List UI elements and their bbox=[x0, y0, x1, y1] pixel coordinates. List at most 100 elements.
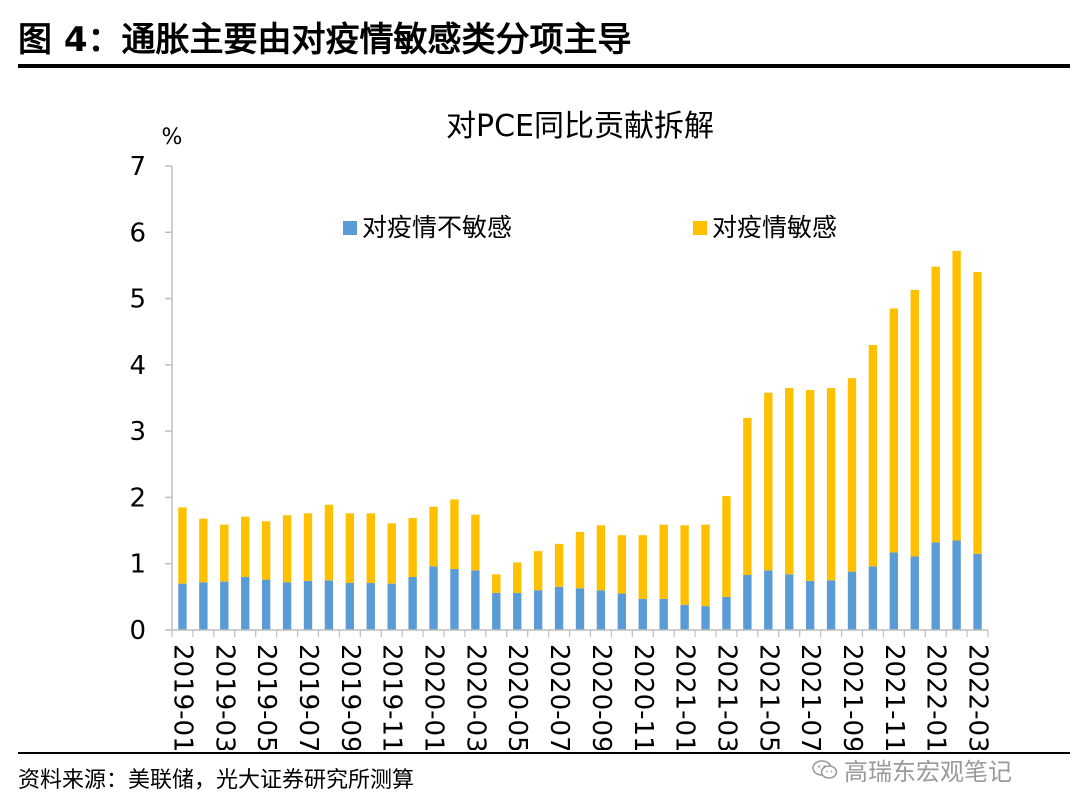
bar-insensitive bbox=[659, 598, 668, 630]
bar-insensitive bbox=[387, 583, 396, 630]
bar-insensitive bbox=[345, 582, 355, 630]
bar-sensitive bbox=[826, 388, 836, 581]
bar-insensitive bbox=[805, 580, 815, 630]
bar-sensitive bbox=[303, 513, 313, 581]
x-tick-label: 2020-09 bbox=[586, 644, 616, 750]
x-tick-label: 2021-07 bbox=[795, 644, 825, 750]
bar-sensitive bbox=[764, 392, 773, 571]
legend-swatch-insensitive bbox=[343, 221, 357, 235]
legend-label-sensitive: 对疫情敏感 bbox=[712, 213, 837, 242]
bar-insensitive bbox=[408, 576, 417, 630]
bar-insensitive bbox=[303, 580, 313, 630]
y-axis: 0 1 2 3 4 5 6 7 bbox=[129, 152, 173, 646]
bar-sensitive bbox=[471, 514, 480, 571]
x-tick-label: 2021-11 bbox=[879, 644, 909, 750]
y-tick-label: 2 bbox=[129, 483, 146, 513]
source-note: 资料来源：美联储，光大证券研究所测算 bbox=[18, 768, 415, 793]
bar-sensitive bbox=[387, 523, 396, 584]
bar-sensitive bbox=[408, 517, 417, 577]
bar-insensitive bbox=[199, 582, 208, 630]
x-tick-label: 2022-03 bbox=[963, 644, 993, 750]
x-tick-label: 2021-09 bbox=[837, 644, 867, 750]
bar-sensitive bbox=[743, 417, 752, 575]
x-tick-label: 2019-07 bbox=[293, 644, 323, 750]
bar-insensitive bbox=[952, 540, 961, 630]
bar-sensitive bbox=[220, 524, 229, 582]
bar-sensitive bbox=[785, 388, 794, 575]
bar-insensitive bbox=[743, 574, 752, 630]
bar-insensitive bbox=[241, 576, 250, 630]
bar-insensitive bbox=[701, 606, 710, 630]
bar-sensitive bbox=[513, 562, 522, 593]
bar-insensitive bbox=[513, 592, 522, 630]
bar-sensitive bbox=[554, 543, 564, 587]
bar-insensitive bbox=[596, 590, 606, 630]
bar-sensitive bbox=[575, 531, 585, 589]
bar-insensitive bbox=[764, 570, 773, 630]
bar-insensitive bbox=[785, 574, 794, 630]
bar-insensitive bbox=[220, 581, 229, 630]
x-tick-label: 2019-01 bbox=[167, 644, 197, 750]
bar-insensitive bbox=[261, 579, 271, 630]
bar-insensitive bbox=[826, 580, 836, 630]
bar-sensitive bbox=[492, 574, 501, 593]
bar-sensitive bbox=[910, 289, 919, 557]
bar-sensitive bbox=[847, 378, 857, 572]
x-tick-label: 2021-01 bbox=[670, 644, 700, 750]
bar-sensitive bbox=[241, 516, 250, 577]
bar-sensitive bbox=[261, 521, 271, 580]
bar-insensitive bbox=[471, 570, 480, 630]
x-tick-label: 2020-11 bbox=[628, 644, 658, 750]
bar-sensitive bbox=[952, 250, 961, 541]
bar-insensitive bbox=[554, 586, 564, 630]
bar-insensitive bbox=[889, 552, 899, 630]
bar-sensitive bbox=[533, 551, 543, 591]
legend: 对疫情不敏感 对疫情敏感 bbox=[343, 213, 837, 242]
y-axis-unit: % bbox=[162, 125, 183, 150]
bar-sensitive bbox=[805, 390, 815, 581]
y-tick-label: 7 bbox=[129, 152, 146, 182]
bars bbox=[178, 250, 982, 630]
bar-insensitive bbox=[324, 580, 334, 630]
x-tick-label: 2021-03 bbox=[711, 644, 741, 750]
bar-sensitive bbox=[659, 524, 668, 599]
bar-sensitive bbox=[722, 496, 731, 597]
bar-sensitive bbox=[617, 535, 627, 594]
x-tick-label: 2021-05 bbox=[753, 644, 783, 750]
bar-sensitive bbox=[973, 272, 982, 554]
title-rule bbox=[18, 64, 1070, 68]
bar-sensitive bbox=[889, 308, 899, 553]
bar-insensitive bbox=[282, 582, 292, 630]
bar-sensitive bbox=[931, 266, 940, 543]
bar-insensitive bbox=[722, 596, 731, 630]
bar-insensitive bbox=[178, 583, 187, 630]
y-tick-label: 5 bbox=[129, 285, 146, 315]
bar-insensitive bbox=[868, 566, 878, 630]
x-tick-label: 2020-01 bbox=[419, 644, 449, 750]
x-axis: 2019-01 2019-03 2019-05 2019-07 2019-09 2019-… bbox=[167, 629, 993, 753]
bar-insensitive bbox=[910, 556, 919, 630]
bar-insensitive bbox=[847, 571, 857, 630]
x-tick-label: 2022-01 bbox=[921, 644, 951, 750]
bar-sensitive bbox=[345, 513, 355, 583]
bar-sensitive bbox=[680, 525, 689, 605]
watermark: 高瑞东宏观笔记 bbox=[812, 752, 1012, 787]
bar-insensitive bbox=[533, 590, 543, 630]
bar-sensitive bbox=[429, 506, 438, 567]
bar-insensitive bbox=[575, 588, 585, 630]
bar-sensitive bbox=[868, 344, 878, 567]
bar-sensitive bbox=[199, 518, 208, 583]
figure-title: 图 4：通胀主要由对疫情敏感类分项主导 bbox=[18, 20, 632, 60]
bar-insensitive bbox=[680, 604, 689, 630]
x-tick-label: 2019-05 bbox=[251, 644, 281, 750]
bar-sensitive bbox=[638, 535, 647, 599]
footer-rule bbox=[18, 752, 1070, 754]
bar-sensitive bbox=[178, 507, 187, 584]
bar-insensitive bbox=[450, 569, 459, 630]
bar-sensitive bbox=[596, 525, 606, 591]
y-tick-label: 3 bbox=[129, 417, 146, 447]
bar-insensitive bbox=[973, 553, 982, 630]
legend-label-insensitive: 对疫情不敏感 bbox=[362, 213, 512, 242]
bar-sensitive bbox=[366, 513, 375, 583]
bar-sensitive bbox=[450, 499, 459, 570]
